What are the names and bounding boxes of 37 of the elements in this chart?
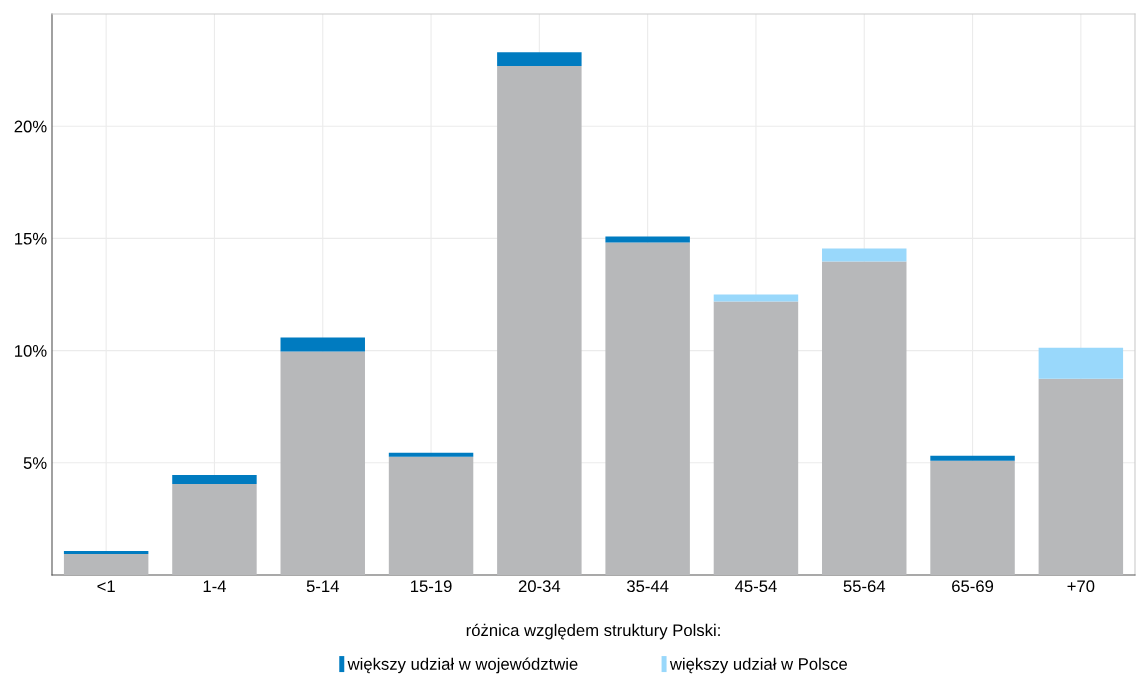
bar bbox=[930, 455, 1015, 461]
bar bbox=[280, 337, 365, 352]
bar bbox=[822, 248, 907, 262]
y-tick-label: 20% bbox=[14, 120, 47, 133]
bar bbox=[388, 456, 474, 575]
x-tick-label: 20-34 bbox=[518, 580, 561, 593]
bar bbox=[605, 236, 690, 243]
bar bbox=[497, 52, 582, 67]
x-tick-label: 45-54 bbox=[735, 580, 777, 593]
bar bbox=[172, 474, 257, 484]
bar bbox=[63, 553, 149, 575]
bar bbox=[930, 460, 1015, 575]
x-tick-label: 1-4 bbox=[203, 580, 227, 592]
bar bbox=[388, 452, 474, 457]
y-tick-label: 10% bbox=[15, 345, 47, 357]
bar bbox=[1038, 378, 1124, 575]
bar bbox=[822, 261, 907, 575]
legend-title: różnica względem struktury Polski: bbox=[466, 623, 720, 640]
x-tick-label: <1 bbox=[97, 580, 115, 592]
bar bbox=[497, 66, 582, 575]
x-tick-label: +70 bbox=[1067, 580, 1095, 593]
bar bbox=[713, 301, 799, 575]
x-tick-label: 35-44 bbox=[626, 580, 669, 593]
x-tick-label: 5-14 bbox=[306, 580, 339, 593]
bar bbox=[172, 483, 257, 575]
bar bbox=[63, 550, 149, 554]
bar bbox=[1038, 347, 1124, 379]
y-tick-label: 15% bbox=[15, 232, 47, 245]
y-tick-label: 5% bbox=[23, 457, 47, 469]
x-tick-label: 55-64 bbox=[843, 580, 886, 593]
bar bbox=[713, 294, 799, 302]
legend-label: większy udział w województwie bbox=[347, 657, 578, 674]
legend-label: większy udział w Polsce bbox=[669, 657, 847, 674]
x-tick-label: 15-19 bbox=[411, 580, 452, 593]
bar bbox=[605, 242, 690, 575]
bar bbox=[280, 351, 365, 575]
x-tick-label: 65-69 bbox=[952, 580, 994, 593]
